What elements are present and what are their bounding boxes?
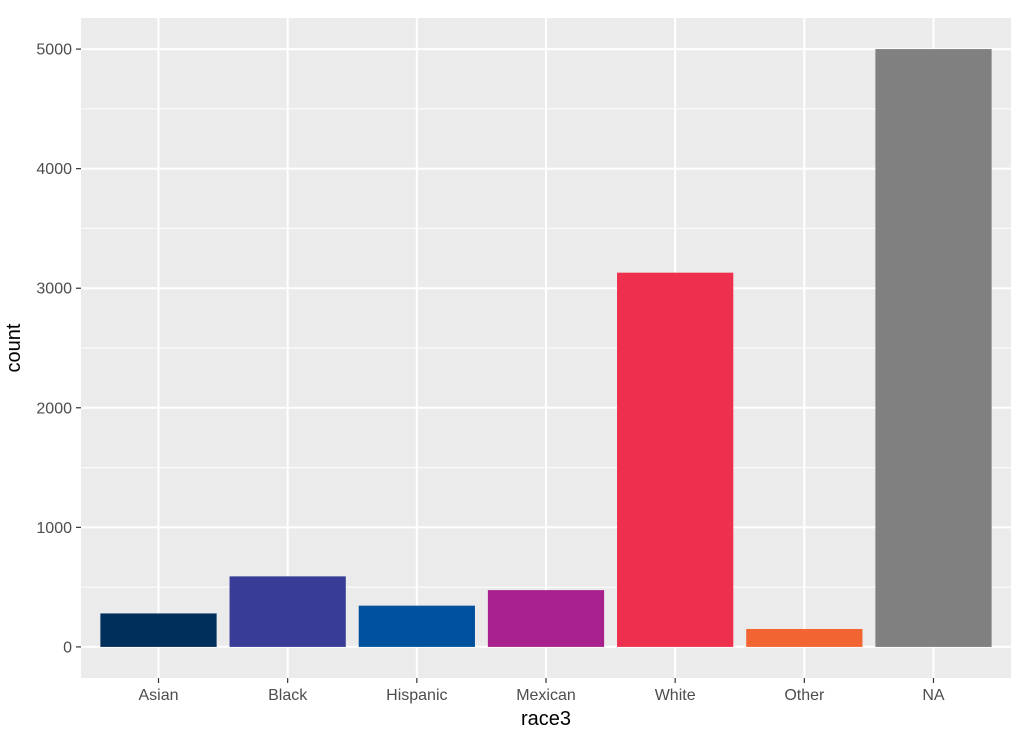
x-tick-label: Mexican (516, 687, 576, 704)
y-tick-label: 5000 (36, 42, 72, 59)
bar-asian (100, 613, 217, 647)
x-tick-label: Hispanic (386, 687, 447, 704)
y-tick-label: 3000 (36, 281, 72, 298)
y-tick-label: 0 (63, 639, 72, 656)
bar-hispanic (358, 605, 475, 647)
y-tick-label: 1000 (36, 520, 72, 537)
bar-other (746, 628, 863, 647)
x-tick-label: Asian (138, 687, 178, 704)
x-tick-label: Black (268, 687, 308, 704)
y-tick-label: 4000 (36, 161, 72, 178)
y-tick-label: 2000 (36, 400, 72, 417)
major-grid (81, 18, 1011, 678)
y-axis: 0 1000 2000 3000 4000 5000 (36, 42, 81, 656)
bar-mexican (487, 590, 605, 647)
x-tick-label: NA (922, 687, 945, 704)
x-axis: Asian Black Hispanic Mexican White Other NA (138, 678, 945, 704)
bar-white (617, 272, 734, 647)
bar-na (875, 49, 992, 647)
x-axis-title: race3 (521, 708, 571, 730)
x-tick-label: White (655, 687, 696, 704)
bars (100, 49, 992, 647)
x-tick-label: Other (784, 687, 825, 704)
y-axis-title: count (3, 323, 25, 372)
bar-black (229, 576, 346, 647)
